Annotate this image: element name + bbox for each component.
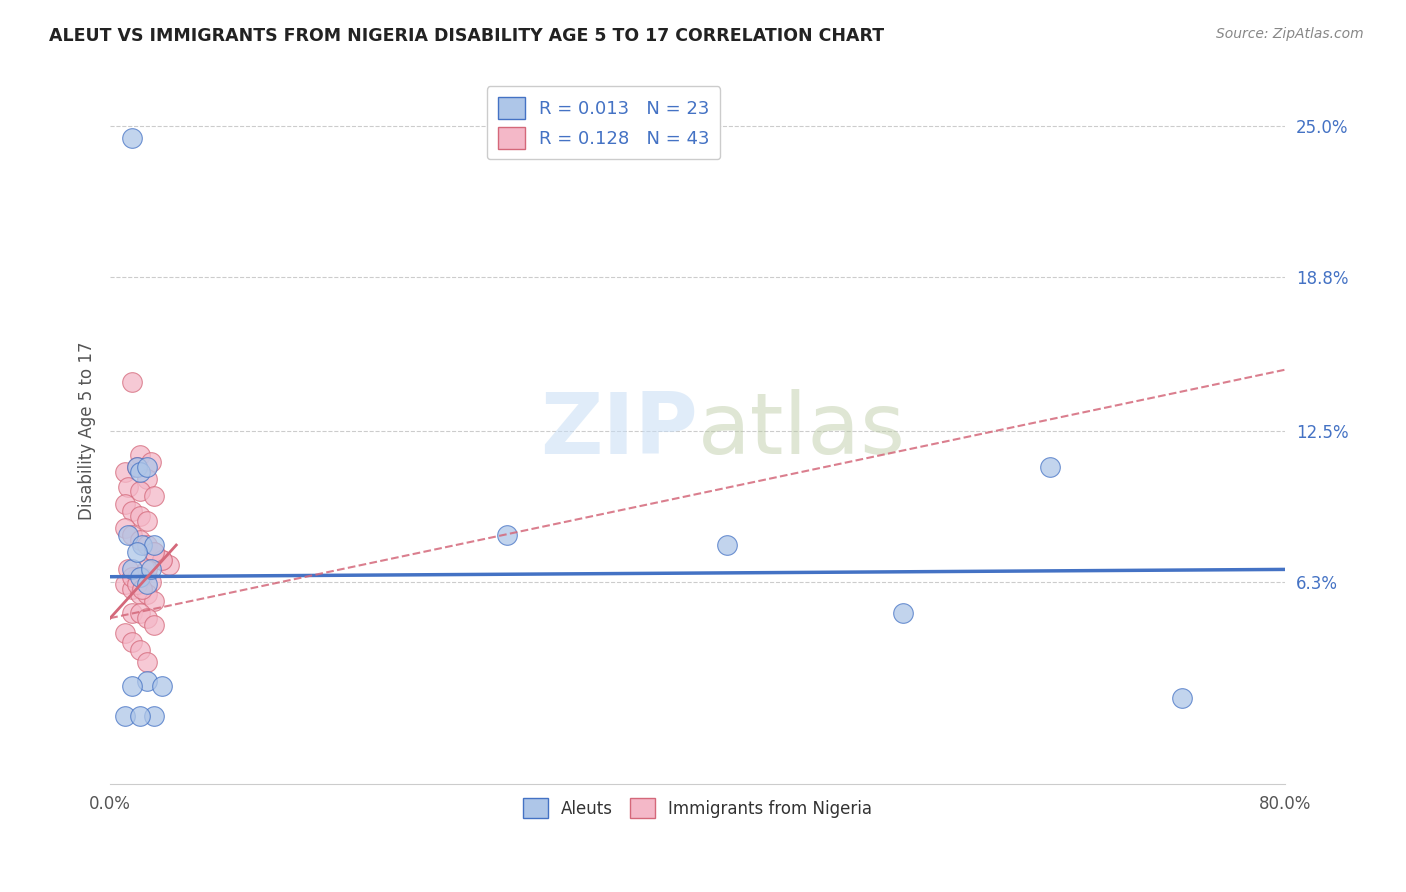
Point bbox=[117, 480, 139, 494]
Point bbox=[150, 552, 173, 566]
Point bbox=[128, 533, 150, 548]
Point bbox=[128, 642, 150, 657]
Point bbox=[131, 538, 153, 552]
Point bbox=[128, 484, 150, 499]
Point bbox=[121, 528, 143, 542]
Point bbox=[125, 545, 148, 559]
Point bbox=[150, 679, 173, 693]
Point bbox=[135, 655, 157, 669]
Y-axis label: Disability Age 5 to 17: Disability Age 5 to 17 bbox=[79, 342, 96, 520]
Point bbox=[128, 606, 150, 620]
Point bbox=[125, 577, 148, 591]
Point bbox=[121, 679, 143, 693]
Text: atlas: atlas bbox=[697, 389, 905, 472]
Point bbox=[121, 570, 143, 584]
Point bbox=[135, 577, 157, 591]
Point bbox=[121, 131, 143, 145]
Text: ALEUT VS IMMIGRANTS FROM NIGERIA DISABILITY AGE 5 TO 17 CORRELATION CHART: ALEUT VS IMMIGRANTS FROM NIGERIA DISABIL… bbox=[49, 27, 884, 45]
Point bbox=[143, 545, 166, 559]
Point bbox=[143, 545, 166, 559]
Point bbox=[121, 375, 143, 389]
Point bbox=[114, 577, 136, 591]
Point bbox=[128, 448, 150, 462]
Point bbox=[128, 587, 150, 601]
Point bbox=[1171, 691, 1194, 706]
Legend: Aleuts, Immigrants from Nigeria: Aleuts, Immigrants from Nigeria bbox=[516, 791, 879, 825]
Point bbox=[716, 538, 738, 552]
Point bbox=[125, 460, 148, 475]
Point bbox=[135, 562, 157, 576]
Point bbox=[495, 528, 517, 542]
Point bbox=[128, 465, 150, 479]
Point bbox=[121, 504, 143, 518]
Point bbox=[143, 594, 166, 608]
Point bbox=[125, 570, 148, 584]
Point bbox=[135, 538, 157, 552]
Point bbox=[117, 528, 139, 542]
Point bbox=[125, 460, 148, 475]
Point bbox=[117, 562, 139, 576]
Point bbox=[128, 508, 150, 523]
Point bbox=[135, 674, 157, 689]
Point bbox=[157, 558, 180, 572]
Point bbox=[114, 625, 136, 640]
Point bbox=[150, 552, 173, 566]
Point bbox=[143, 538, 166, 552]
Point bbox=[891, 606, 914, 620]
Point bbox=[143, 708, 166, 723]
Text: ZIP: ZIP bbox=[540, 389, 697, 472]
Point bbox=[114, 497, 136, 511]
Point bbox=[1039, 460, 1062, 475]
Point bbox=[135, 460, 157, 475]
Point bbox=[141, 562, 163, 576]
Point bbox=[135, 611, 157, 625]
Point bbox=[128, 708, 150, 723]
Point bbox=[143, 618, 166, 632]
Point bbox=[135, 587, 157, 601]
Point bbox=[135, 472, 157, 486]
Text: Source: ZipAtlas.com: Source: ZipAtlas.com bbox=[1216, 27, 1364, 41]
Point bbox=[128, 570, 150, 584]
Point bbox=[135, 514, 157, 528]
Point bbox=[121, 635, 143, 649]
Point bbox=[143, 489, 166, 503]
Point bbox=[121, 582, 143, 596]
Point bbox=[131, 570, 153, 584]
Point bbox=[121, 562, 143, 576]
Point bbox=[131, 582, 153, 596]
Point bbox=[121, 606, 143, 620]
Point bbox=[114, 465, 136, 479]
Point bbox=[141, 455, 163, 469]
Point bbox=[141, 574, 163, 589]
Point bbox=[114, 521, 136, 535]
Point bbox=[114, 708, 136, 723]
